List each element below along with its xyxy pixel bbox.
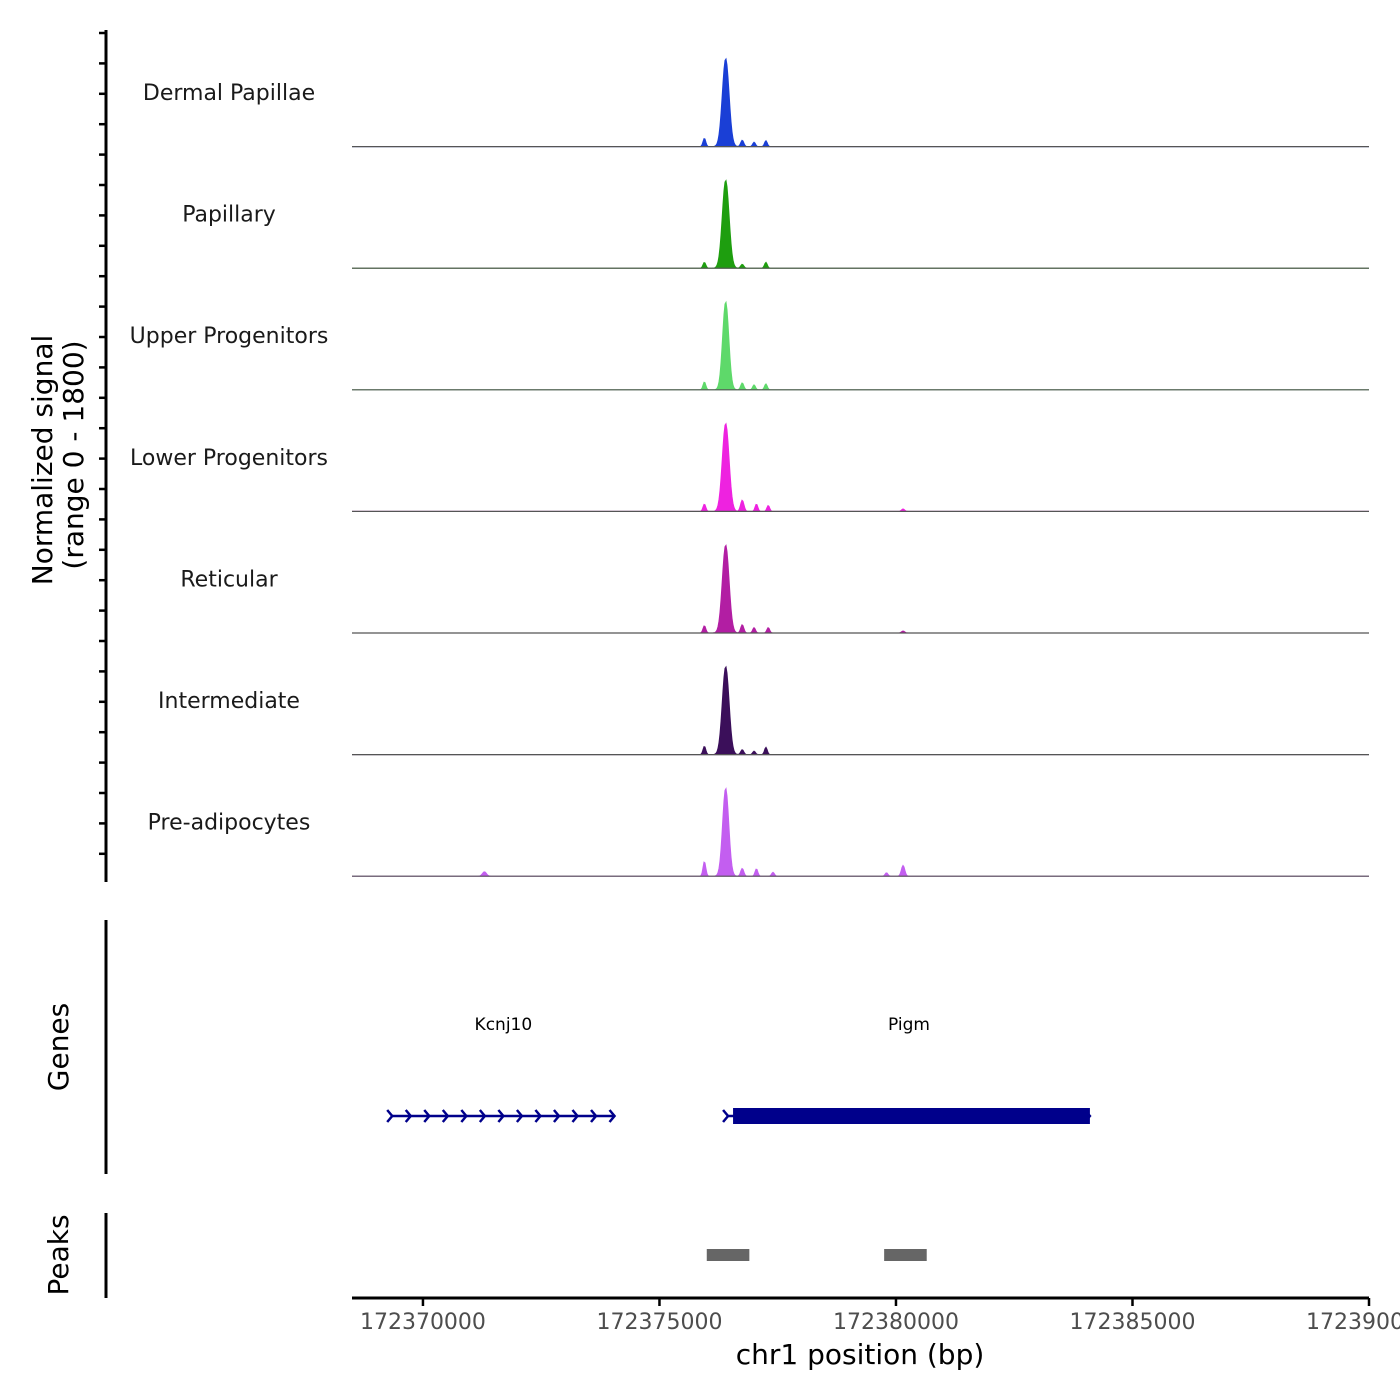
x-tick-label: 172380000 [833,1310,959,1335]
coverage-area [352,57,1369,148]
x-axis-title: chr1 position (bp) [736,1338,985,1371]
coverage-area [352,665,1369,756]
coverage-tracks: Dermal Papillae Papillary Upper Progenitor… [130,57,1369,877]
strand-arrow [404,1109,413,1123]
track-lower-progenitors: Lower Progenitors [130,422,1369,512]
strand-arrow [884,1109,893,1123]
strand-arrow [794,1109,803,1123]
gene-kcnj10: Kcnj10 [386,1015,617,1123]
strand-arrow [423,1109,431,1123]
gene-pigm: Pigm [722,1015,1092,1124]
strand-arrow [722,1109,730,1123]
peak-region [884,1249,927,1261]
x-tick-label: 172390000 [1306,1310,1400,1335]
signal-y-title-line1: Normalized signal [26,335,59,586]
gene-label: Kcnj10 [475,1015,533,1035]
strand-arrow [1047,1109,1056,1123]
strand-arrow [903,1109,911,1123]
coverage-area [352,422,1369,512]
strand-arrow [866,1109,875,1123]
track-label: Dermal Papillae [143,81,315,106]
peaks-title: Peaks [42,1214,75,1295]
track-label: Upper Progenitors [130,324,329,349]
track-label: Lower Progenitors [130,446,328,471]
strand-arrow [590,1109,598,1123]
strand-arrow [758,1109,766,1123]
strand-arrow [939,1109,947,1123]
x-tick-label: 172375000 [596,1310,722,1335]
gene-track: Kcnj10 Pigm [386,1015,1092,1124]
strand-arrow [552,1109,561,1123]
signal-y-title-line2: (range 0 - 1800) [57,340,90,569]
strand-arrow [1083,1109,1092,1123]
gene-exon-block [733,1108,1090,1124]
strand-arrow [812,1109,821,1123]
strand-arrow [460,1109,468,1123]
coverage-area [352,179,1369,269]
coverage-area [352,787,1369,877]
track-dermal-papillae: Dermal Papillae [143,57,1369,148]
strand-arrow [975,1109,983,1123]
peak-region [706,1249,750,1261]
track-label: Papillary [182,203,276,228]
strand-arrow [921,1109,929,1123]
strand-arrow [1011,1109,1020,1123]
x-tick-label: 172385000 [1069,1310,1195,1335]
track-label: Intermediate [158,689,300,714]
strand-arrow [830,1109,839,1123]
strand-arrow [957,1109,965,1123]
coverage-area [352,544,1369,634]
track-papillary: Papillary [182,179,1369,269]
strand-arrow [776,1109,784,1123]
genes-title: Genes [42,1003,75,1091]
signal-y-axis [99,30,108,882]
track-reticular: Reticular [180,544,1369,634]
strand-arrow [848,1109,857,1123]
strand-arrow [1065,1109,1074,1123]
coverage-area [352,300,1369,391]
position-x-axis: 172370000 172375000 172380000 172385000 1723… [352,1296,1400,1335]
strand-arrow [534,1109,543,1123]
track-intermediate: Intermediate [158,665,1369,756]
strand-arrow [386,1109,394,1123]
strand-arrow [515,1109,524,1123]
track-pre-adipocytes: Pre-adipocytes [148,787,1369,877]
strand-arrow [993,1109,1002,1123]
x-tick-label: 172370000 [360,1310,486,1335]
track-upper-progenitors: Upper Progenitors [130,300,1369,391]
strand-arrow [571,1109,580,1123]
strand-arrow [1029,1109,1038,1123]
strand-arrow [740,1109,748,1123]
gene-label: Pigm [888,1015,930,1035]
track-label: Reticular [180,567,278,592]
strand-arrow [608,1109,617,1123]
peak-track [706,1249,927,1261]
strand-arrow [497,1109,505,1123]
strand-arrow [441,1109,450,1123]
strand-arrow [478,1109,487,1123]
track-label: Pre-adipocytes [148,811,311,836]
